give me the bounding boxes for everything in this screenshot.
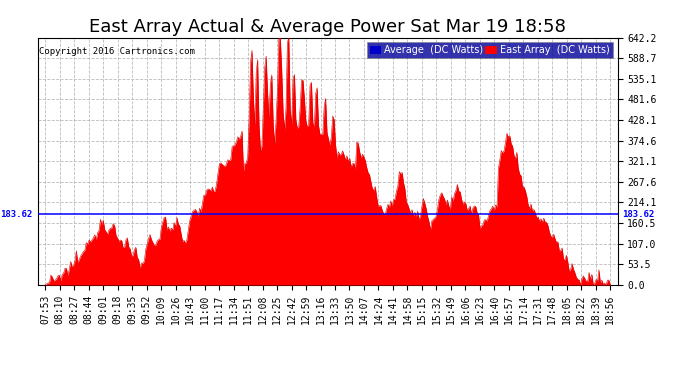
Legend: Average  (DC Watts), East Array  (DC Watts): Average (DC Watts), East Array (DC Watts… bbox=[367, 42, 613, 58]
Title: East Array Actual & Average Power Sat Mar 19 18:58: East Array Actual & Average Power Sat Ma… bbox=[89, 18, 566, 36]
Text: Copyright 2016 Cartronics.com: Copyright 2016 Cartronics.com bbox=[39, 47, 195, 56]
Text: 183.62: 183.62 bbox=[622, 210, 654, 219]
Text: 183.62: 183.62 bbox=[0, 210, 32, 219]
